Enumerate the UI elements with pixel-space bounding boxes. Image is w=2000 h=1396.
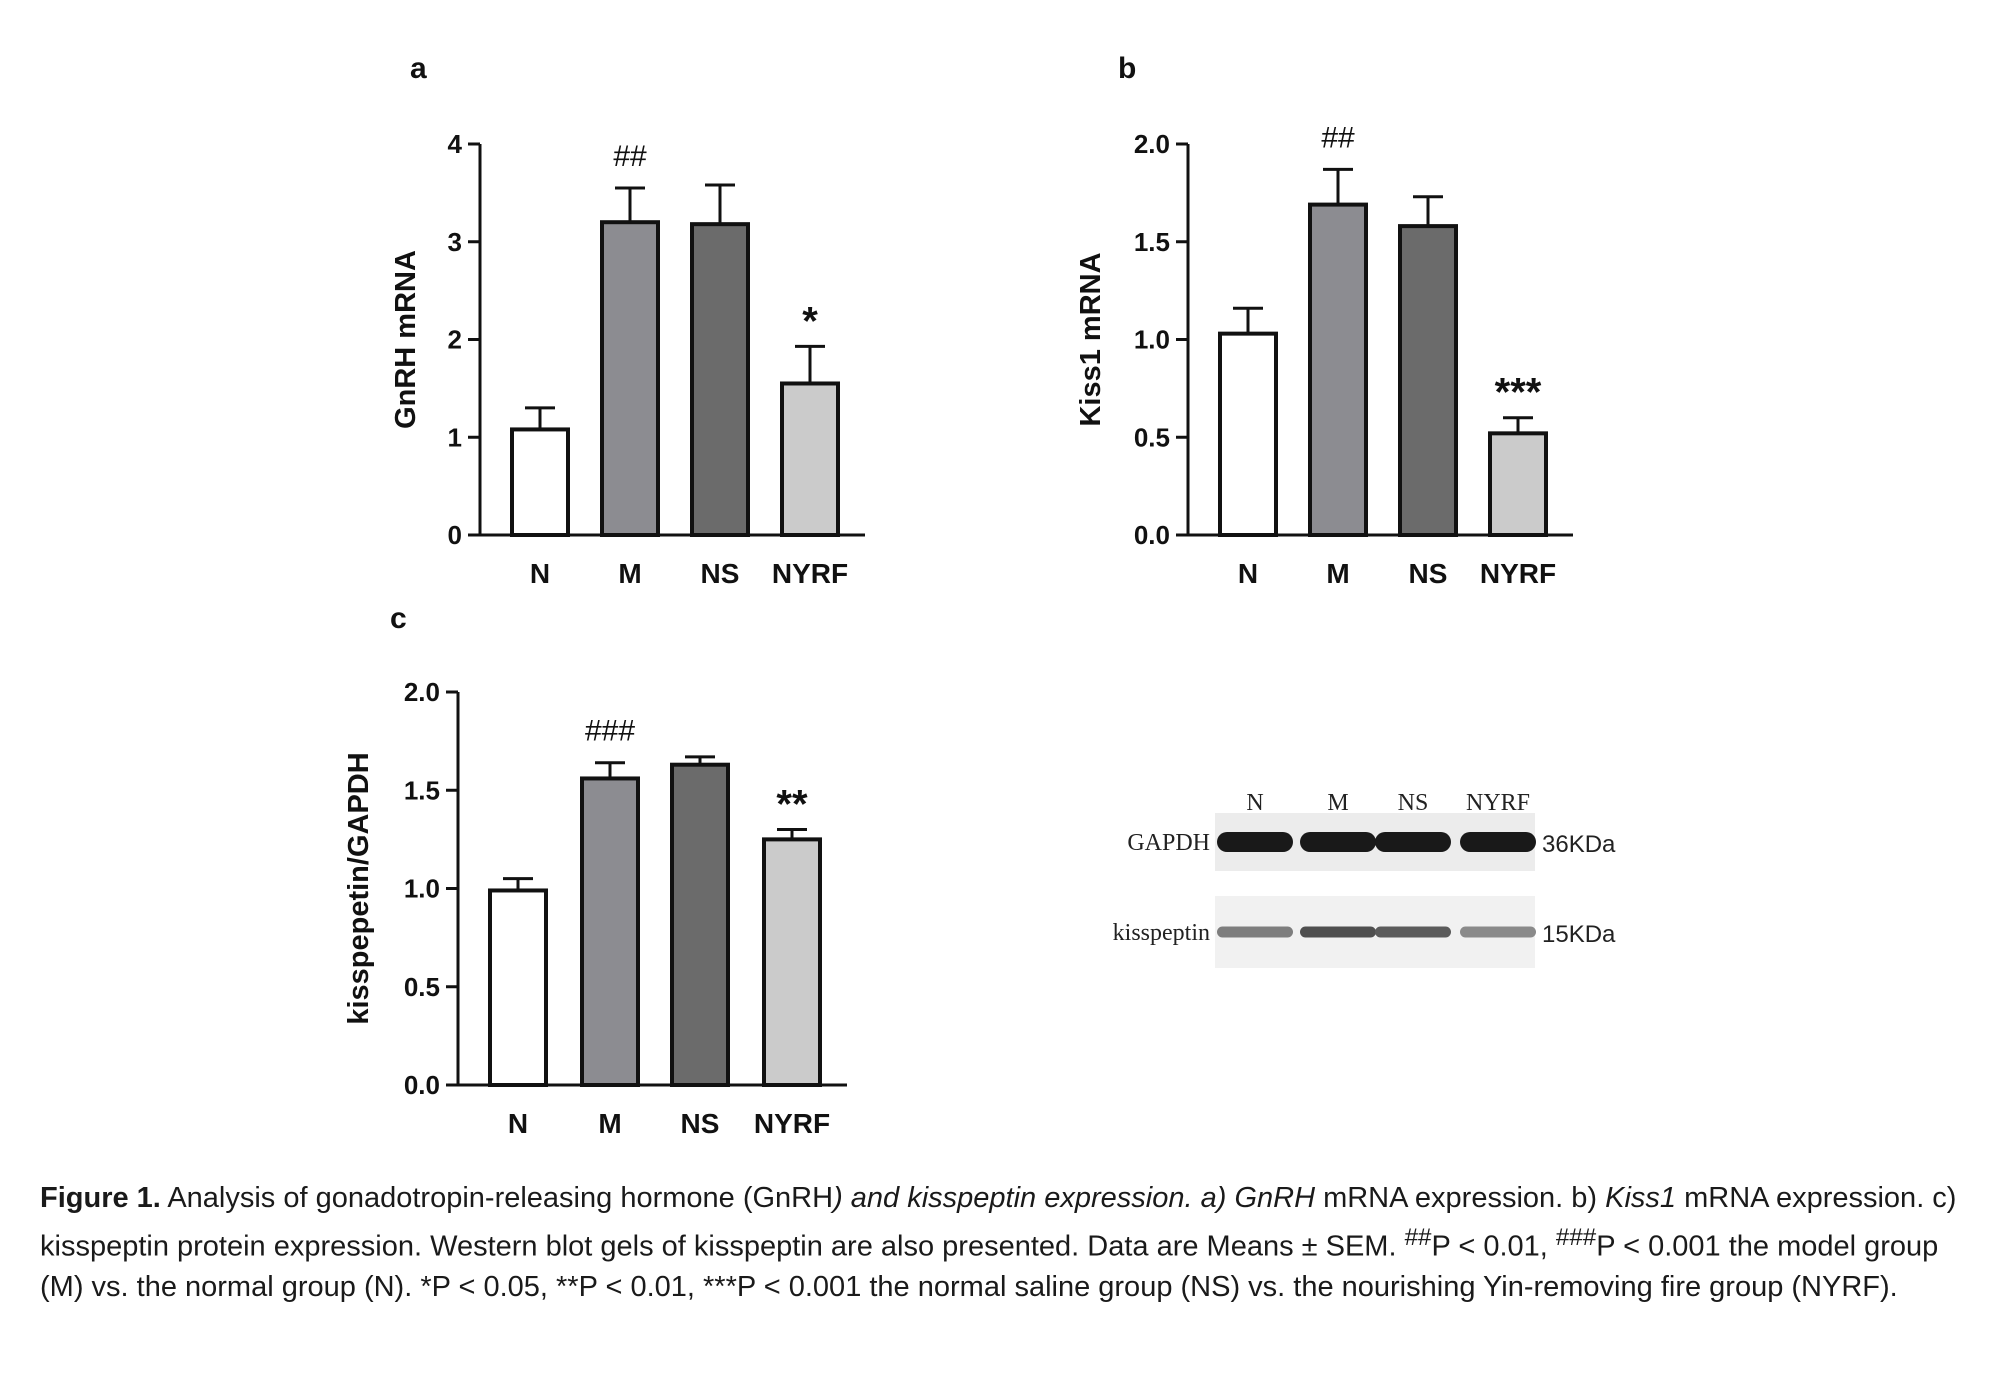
blot-lane-label: M <box>1327 790 1348 816</box>
category-label: NS <box>701 558 740 589</box>
bar <box>762 837 822 1087</box>
bar <box>580 776 640 1088</box>
bar <box>1488 431 1548 537</box>
bar <box>510 427 570 537</box>
caption-sup-1: ## <box>1404 1224 1432 1251</box>
blot-size-label: 15KDa <box>1542 921 1616 948</box>
y-tick-label: 0.0 <box>404 1070 440 1100</box>
bar <box>1218 331 1278 538</box>
blot-lane-label: NS <box>1398 790 1429 816</box>
blot-band <box>1460 926 1536 938</box>
significance-marker: ### <box>585 715 635 748</box>
bar <box>670 762 730 1088</box>
significance-marker: ## <box>1321 121 1355 154</box>
y-tick-label: 1.0 <box>1134 325 1170 355</box>
blot-row-label: kisspeptin <box>1113 920 1210 946</box>
blot-band <box>1375 832 1451 852</box>
y-tick-label: 4 <box>448 129 463 159</box>
category-label: M <box>1326 558 1349 589</box>
category-label: NYRF <box>1480 558 1556 589</box>
caption-kiss1-italic: Kiss1 <box>1605 1182 1677 1214</box>
y-tick-label: 3 <box>448 227 462 257</box>
y-tick-label: 1.5 <box>1134 227 1170 257</box>
category-label: N <box>530 558 550 589</box>
y-axis-label: GnRH mRNA <box>390 250 422 429</box>
caption-text-1: Analysis of gonadotropin-releasing hormo… <box>160 1182 834 1214</box>
caption-text-5: P < 0.01, <box>1431 1230 1556 1263</box>
y-tick-label: 0 <box>448 520 462 550</box>
blot-band <box>1375 926 1451 938</box>
y-tick-label: 2.0 <box>404 677 440 707</box>
y-tick-label: 1 <box>448 422 462 452</box>
category-label: NYRF <box>772 558 848 589</box>
y-tick-label: 1.5 <box>404 775 440 805</box>
y-axis-label: Kiss1 mRNA <box>1075 252 1107 426</box>
panel-letter-c: c <box>390 602 407 635</box>
blot-band <box>1300 926 1376 938</box>
blot-band <box>1460 832 1536 852</box>
category-label: M <box>618 558 641 589</box>
significance-marker: ** <box>776 783 808 827</box>
blot-band <box>1300 832 1376 852</box>
category-label: NS <box>681 1108 720 1139</box>
category-label: NYRF <box>754 1108 830 1139</box>
bar <box>600 220 660 537</box>
bar <box>1398 224 1458 538</box>
significance-marker: *** <box>1495 371 1542 415</box>
y-tick-label: 1.0 <box>404 874 440 904</box>
significance-marker: * <box>802 299 818 343</box>
y-axis-label: kisspepetin/GAPDH <box>343 752 375 1024</box>
bar <box>1308 202 1368 537</box>
y-tick-label: 2.0 <box>1134 129 1170 159</box>
bar <box>488 888 548 1088</box>
y-tick-label: 0.5 <box>1134 422 1170 452</box>
caption-gnrh-italic: GnRH <box>1234 1182 1316 1214</box>
blot-size-label: 36KDa <box>1542 831 1616 858</box>
panel-letter-a: a <box>410 52 427 85</box>
category-label: N <box>1238 558 1258 589</box>
blot-band <box>1217 926 1293 938</box>
caption-figure-label: Figure 1. <box>40 1182 161 1214</box>
bar <box>780 381 840 537</box>
bar-charts: 0 1 2 3 4 GnRH mRNA N M ## NS NYRF * 0.0 0.5 1.0 1.5 2.0… <box>343 121 1573 1139</box>
blot-lane-label: NYRF <box>1466 790 1530 816</box>
blot-row-label: GAPDH <box>1127 830 1210 856</box>
y-tick-label: 2 <box>448 325 462 355</box>
y-tick-label: 0.5 <box>404 972 440 1002</box>
caption-sup-2: ### <box>1555 1224 1597 1251</box>
figure-caption: Figure 1. Analysis of gonadotropin-relea… <box>40 1178 1960 1307</box>
category-label: N <box>508 1108 528 1139</box>
panel-letter-b: b <box>1118 52 1137 85</box>
caption-text-3: mRNA expression. b) <box>1315 1182 1606 1214</box>
caption-text-4: mRNA expression. c) kisspeptin protein e… <box>40 1182 1957 1263</box>
caption-text-6: P < 0.001 the model group (M) vs. the no… <box>40 1230 1939 1303</box>
category-label: M <box>598 1108 621 1139</box>
western-blot: N M NS NYRF GAPDH 36KDa kisspeptin 15KDa <box>1113 790 1616 968</box>
bar <box>690 222 750 537</box>
category-label: NS <box>1409 558 1448 589</box>
blot-band <box>1217 832 1293 852</box>
blot-lane-label: N <box>1246 790 1263 816</box>
caption-text-2: ) and kisspeptin expression. a) <box>833 1182 1235 1214</box>
significance-marker: ## <box>613 140 647 173</box>
y-tick-label: 0.0 <box>1134 520 1170 550</box>
